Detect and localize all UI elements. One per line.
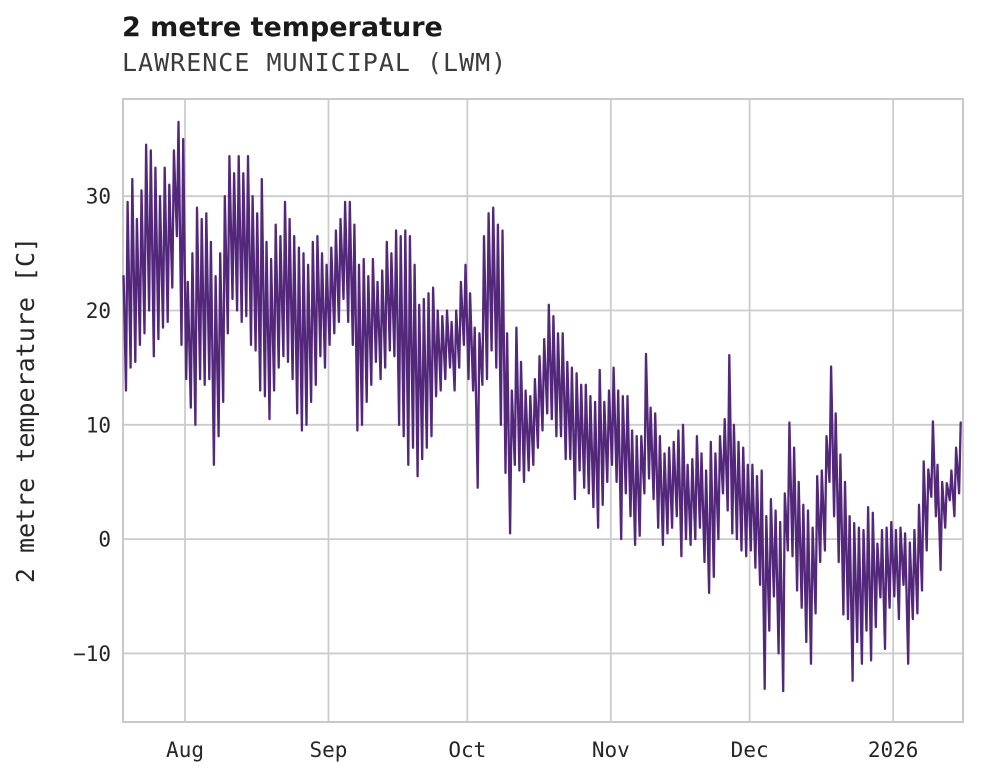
x-tick-label: Nov bbox=[592, 738, 630, 762]
y-tick-label: 10 bbox=[86, 413, 111, 437]
y-tick-label: 0 bbox=[98, 528, 111, 552]
chart-title: 2 metre temperature bbox=[122, 12, 443, 43]
plot-border bbox=[122, 98, 964, 723]
y-tick-label: 20 bbox=[86, 299, 111, 323]
y-tick-labels: 30 20 10 0 −10 bbox=[73, 185, 111, 666]
x-tick-label: Dec bbox=[731, 738, 769, 762]
x-tick-label: Oct bbox=[448, 738, 486, 762]
x-tick-labels: Aug Sep Oct Nov Dec 2026 bbox=[166, 738, 918, 762]
y-tick-label: 30 bbox=[86, 185, 111, 209]
y-axis-label: 2 metre temperature [C] bbox=[11, 237, 40, 583]
x-tick-label: Sep bbox=[310, 738, 348, 762]
y-tick-label: −10 bbox=[73, 642, 111, 666]
chart-subtitle: LAWRENCE MUNICIPAL (LWM) bbox=[122, 48, 508, 77]
x-tick-label: 2026 bbox=[868, 738, 919, 762]
temperature-line bbox=[122, 120, 962, 693]
x-tick-label: Aug bbox=[166, 738, 204, 762]
